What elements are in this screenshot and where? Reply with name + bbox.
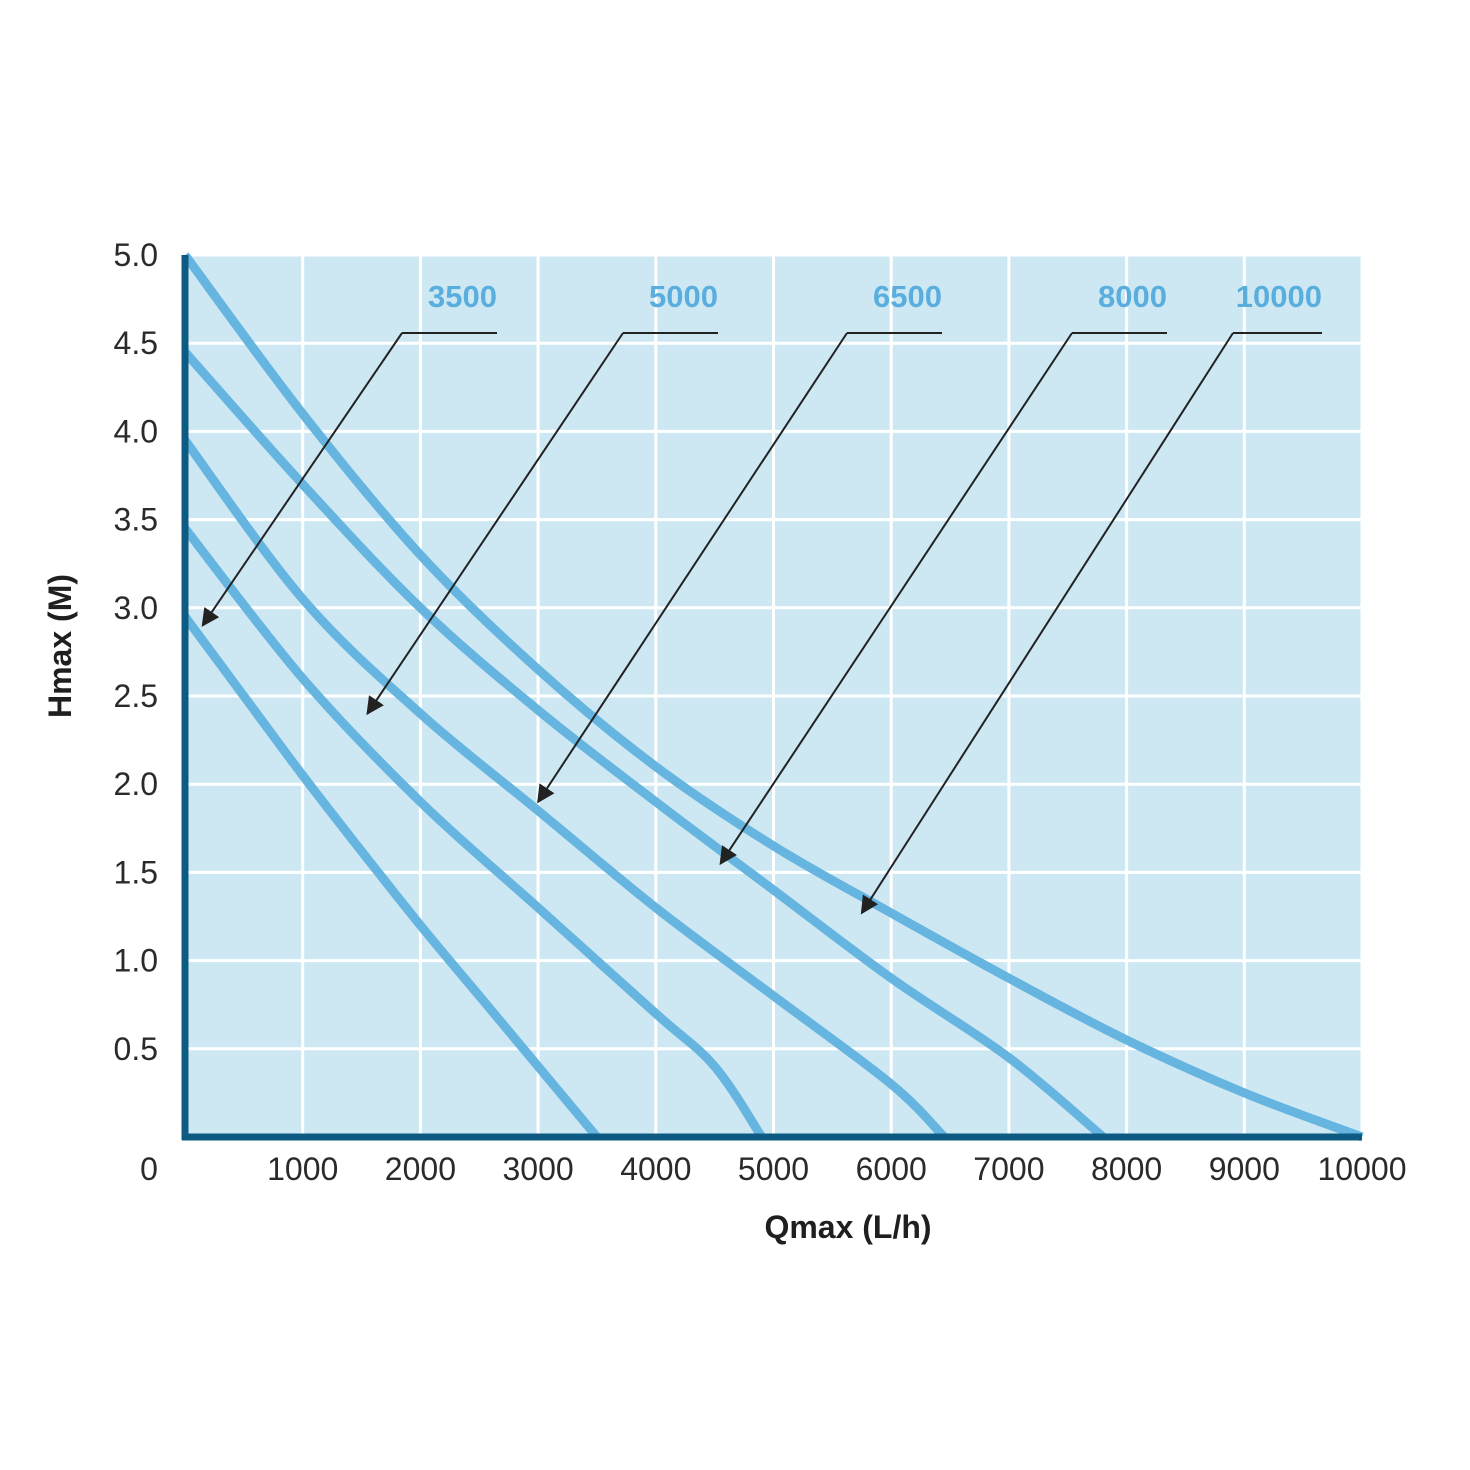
origin-label: 0: [140, 1151, 158, 1187]
series-line-3500: [181, 613, 601, 1140]
x-axis-title: Qmax (L/h): [764, 1209, 931, 1245]
leader-lines: [201, 332, 1322, 915]
series-label-3500: 3500: [428, 279, 497, 314]
x-tick-label: 8000: [1091, 1151, 1162, 1187]
series-label-5000: 5000: [649, 279, 718, 314]
series-label-8000: 8000: [1098, 279, 1167, 314]
series-line-5000: [181, 525, 766, 1140]
x-tick-label: 4000: [620, 1151, 691, 1187]
series-lines: [181, 252, 1364, 1142]
y-tick-label: 1.5: [114, 854, 158, 890]
leader-arrow: [201, 332, 403, 627]
y-tick-label: 3.0: [114, 590, 158, 626]
y-tick-label: 1.0: [114, 943, 158, 979]
x-tick-label: 2000: [385, 1151, 456, 1187]
y-tick-label: 3.5: [114, 502, 158, 538]
series-label-10000: 10000: [1236, 279, 1322, 314]
series-labels: 3500 5000 6500 8000 10000: [428, 279, 1322, 314]
y-tick-label: 5.0: [114, 237, 158, 273]
leader-arrow: [860, 332, 1234, 915]
x-tick-label: 3000: [503, 1151, 574, 1187]
leader-arrow: [366, 332, 624, 716]
y-tick-labels: 0.5 1.0 1.5 2.0 2.5 3.0 3.5 4.0 4.5 5.0: [114, 237, 158, 1067]
y-tick-label: 2.5: [114, 678, 158, 714]
x-tick-label: 6000: [856, 1151, 927, 1187]
leader-arrow: [537, 332, 848, 804]
grid-lines: [185, 253, 1364, 1137]
series-label-6500: 6500: [873, 279, 942, 314]
x-tick-label: 1000: [267, 1151, 338, 1187]
y-tick-label: 4.5: [114, 325, 158, 361]
x-tick-label: 7000: [973, 1151, 1044, 1187]
y-tick-label: 2.0: [114, 766, 158, 802]
y-tick-label: 4.0: [114, 413, 158, 449]
y-axis-title: Hmax (M): [42, 574, 78, 718]
x-tick-label: 5000: [738, 1151, 809, 1187]
x-tick-labels: 1000 2000 3000 4000 5000 6000 7000 8000 9000 1000…: [267, 1151, 1406, 1187]
series-line-6500: [181, 437, 948, 1141]
axes: [181, 255, 1362, 1141]
series-line-8000: [181, 349, 1106, 1141]
x-tick-label: 9000: [1209, 1151, 1280, 1187]
x-tick-label: 10000: [1318, 1151, 1407, 1187]
y-tick-label: 0.5: [114, 1031, 158, 1067]
leader-arrow: [719, 332, 1073, 866]
series-line-10000: [181, 252, 1364, 1142]
